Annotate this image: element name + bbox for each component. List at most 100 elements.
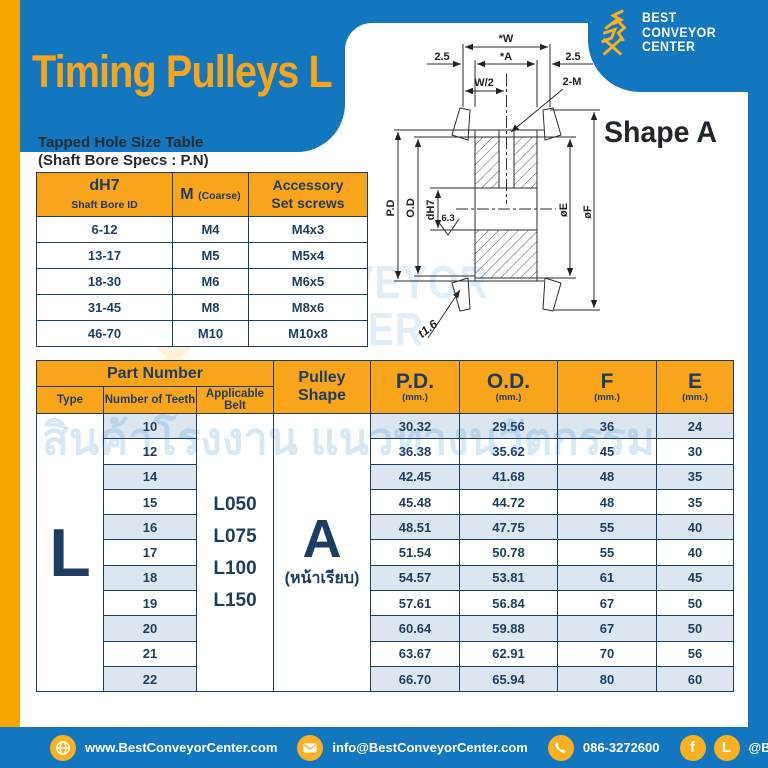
e-cell: 50 — [656, 615, 734, 642]
flange-thickness-label: t1.6 — [415, 317, 440, 341]
table-row: 20 60.64 59.88 67 50 — [37, 615, 734, 642]
teeth-cell: 16 — [103, 514, 197, 541]
left-orange-strip — [0, 0, 20, 768]
screws-header-line1: Accessory — [272, 176, 344, 193]
m-cell: M6 — [172, 268, 249, 295]
e-cell: 45 — [656, 564, 734, 592]
website-text[interactable]: www.BestConveyorCenter.com — [85, 740, 278, 755]
e-cell: 30 — [656, 438, 734, 465]
logo-line: CENTER — [642, 38, 696, 55]
e-cell: 50 — [656, 590, 734, 617]
pd-label: P.D — [385, 199, 397, 216]
company-logo: BEST CONVEYOR CENTER — [596, 8, 726, 56]
pd-cell: 36.38 — [370, 438, 460, 465]
type-cell: L — [36, 412, 104, 693]
e-header-main: E — [687, 370, 702, 393]
m-header-sub: (Coarse) — [198, 189, 241, 202]
pd-cell: 42.45 — [370, 463, 460, 490]
dim-right-label: 2.5 — [565, 51, 580, 63]
phone-icon[interactable] — [547, 734, 574, 761]
dia-f-label: øF — [582, 205, 594, 219]
screws-cell: M6x5 — [248, 268, 368, 295]
e-header-unit: (mm.) — [682, 392, 708, 403]
footer-phone[interactable]: 086-3272600 — [547, 734, 660, 761]
f-cell: 61 — [557, 564, 657, 592]
globe-icon[interactable] — [50, 734, 76, 761]
footer-email[interactable]: info@BestConveyorCenter.com — [297, 734, 528, 761]
od-cell: 65.94 — [459, 665, 558, 693]
title-block — [20, 0, 345, 152]
pulley-spec-table: Part Number Pulley Shape P.D. (mm.) O.D.… — [36, 360, 734, 693]
e-cell: 60 — [656, 665, 734, 693]
facebook-letter: f — [690, 739, 695, 756]
bore-header-sub: Shaft Bore ID — [71, 198, 138, 211]
bore-cell: 6-12 — [36, 216, 173, 243]
facebook-icon[interactable]: f — [679, 734, 706, 761]
dim-half-label: W/2 — [474, 77, 494, 89]
m-cell: M10 — [172, 320, 249, 347]
surface-finish-label: 6.3 — [441, 213, 454, 224]
footer-website[interactable]: www.BestConveyorCenter.com — [50, 734, 278, 761]
applicable-belt-cell: L050 L075 L100 L150 — [196, 412, 274, 693]
f-header: F (mm.) — [557, 360, 657, 414]
bore-header-main: dH7 — [89, 176, 120, 194]
pd-cell: 63.67 — [370, 640, 460, 667]
m-cell: M5 — [172, 242, 249, 269]
f-cell: 80 — [557, 665, 657, 693]
od-cell: 50.78 — [459, 539, 558, 566]
od-cell: 35.62 — [459, 438, 558, 465]
screws-cell: M4x3 — [248, 216, 368, 243]
pd-cell: 66.70 — [370, 665, 460, 693]
teeth-header: Number of Teeth — [103, 386, 197, 414]
shape-a-label: Shape A — [604, 116, 717, 149]
od-cell: 44.72 — [459, 488, 558, 516]
f-cell: 48 — [557, 463, 657, 490]
logo-line: BEST — [642, 8, 677, 25]
tapped-table-title: Tapped Hole Size Table (Shaft Bore Specs… — [38, 134, 209, 170]
table-row: 17 51.54 50.78 55 40 — [37, 539, 734, 566]
pulley-shape-header: Pulley Shape — [273, 360, 371, 414]
od-cell: 29.56 — [459, 412, 558, 440]
belt-code: L050 — [213, 494, 257, 516]
od-label: O.D — [405, 198, 417, 218]
teeth-cell: 12 — [103, 438, 197, 465]
pd-cell: 48.51 — [370, 514, 460, 541]
e-cell: 40 — [656, 514, 734, 541]
table-row: 46-70 M10 M10x8 — [36, 320, 368, 347]
e-cell: 24 — [656, 412, 734, 440]
dia-e-label: øE — [558, 203, 570, 217]
email-text[interactable]: info@BestConveyorCenter.com — [332, 740, 528, 755]
social-handle-text[interactable]: @BestConveyorCenter — [748, 740, 768, 755]
bore-cell: 13-17 — [36, 242, 173, 269]
shape-letter: A — [302, 509, 342, 570]
pd-cell: 51.54 — [370, 539, 460, 566]
f-cell: 48 — [557, 488, 657, 516]
phone-text[interactable]: 086-3272600 — [582, 740, 660, 755]
table-row: 15 45.48 44.72 48 35 — [37, 488, 734, 516]
f-cell: 55 — [557, 539, 657, 566]
od-header: O.D. (mm.) — [459, 360, 558, 414]
tapped-title-line1: Tapped Hole Size Table — [38, 134, 204, 151]
f-cell: 67 — [557, 590, 657, 617]
part-number-header: Part Number — [36, 360, 274, 387]
right-blue-strip — [748, 0, 768, 768]
line-icon[interactable]: L — [713, 734, 740, 761]
f-cell: 45 — [557, 438, 657, 465]
footer-facebook[interactable]: f — [679, 734, 706, 761]
pd-cell: 45.48 — [370, 488, 460, 516]
e-cell: 35 — [656, 488, 734, 516]
line-letter: L — [721, 739, 732, 756]
footer-bar: www.BestConveyorCenter.com info@BestConv… — [0, 727, 768, 768]
od-cell: 41.68 — [459, 463, 558, 490]
f-cell: 67 — [557, 615, 657, 642]
pulley-technical-drawing: *W *A 2.5 2.5 W/2 2-M P.D O.D dH7 6.3 øE… — [385, 33, 600, 341]
teeth-cell: 10 — [103, 412, 197, 440]
table-row: 18 54.57 53.81 61 45 — [37, 564, 734, 592]
screws-cell: M10x8 — [248, 320, 368, 347]
od-cell: 47.75 — [459, 514, 558, 541]
pd-header: P.D. (mm.) — [370, 360, 460, 414]
envelope-icon[interactable] — [297, 734, 324, 761]
m-cell: M8 — [172, 294, 249, 321]
footer-line[interactable]: L @BestConveyorCenter — [713, 734, 768, 761]
